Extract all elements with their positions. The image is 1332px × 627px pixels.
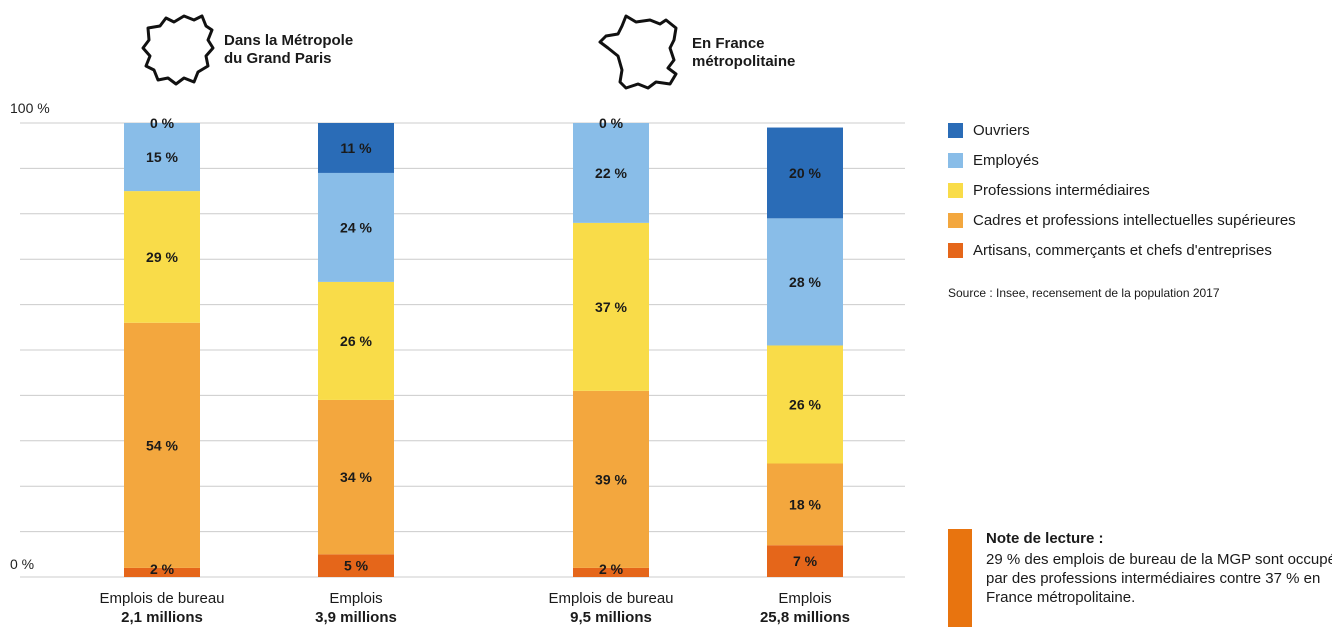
data-label: 54 % (146, 437, 178, 453)
bar-segment (318, 172, 394, 282)
reading-note: Note de lecture : 29 % des emplois de bu… (948, 526, 1332, 627)
note-title: Note de lecture : (986, 530, 1104, 547)
data-label: 20 % (789, 165, 821, 181)
bar-segment (767, 345, 843, 464)
legend-swatch (948, 182, 963, 198)
x-tick-label-count: 2,1 millions (121, 609, 203, 626)
group-title-line1: En France (692, 35, 765, 52)
bar-segment (124, 191, 200, 323)
data-label: 26 % (789, 396, 821, 412)
data-label: 11 % (340, 140, 372, 156)
y-tick-label: 100 % (10, 100, 50, 116)
bar-segment (318, 399, 394, 555)
grand-paris-map-icon (141, 14, 215, 86)
legend-swatch (948, 152, 963, 168)
data-label: 15 % (146, 149, 178, 165)
data-label: 39 % (595, 471, 627, 487)
group-title-line2: métropolitaine (692, 53, 796, 70)
x-tick-label: Emplois (329, 590, 382, 607)
legend-swatch (948, 122, 963, 138)
bar-segment (573, 123, 649, 223)
x-tick-label-count: 9,5 millions (570, 609, 652, 626)
data-label: 0 % (150, 115, 175, 131)
legend-swatch (948, 212, 963, 228)
group-header-grand-paris: Dans la Métropole du Grand Paris (140, 14, 374, 86)
data-label: 24 % (340, 219, 372, 235)
bar-segment (573, 567, 649, 577)
bars (124, 123, 843, 577)
bar-segment (767, 127, 843, 219)
bar-segment (767, 545, 843, 577)
data-label: 2 % (150, 561, 175, 577)
legend-label: Employés (973, 151, 1039, 169)
group-header-france: En France métropolitaine (596, 12, 842, 94)
legend-item-cadres: Cadres et professions intellectuelles su… (948, 210, 1296, 230)
bar-segment (318, 281, 394, 400)
legend-label: Professions intermédiaires (973, 181, 1150, 199)
data-label: 28 % (789, 274, 821, 290)
legend-label: Ouvriers (973, 121, 1030, 139)
x-tick-label: Emplois (778, 590, 831, 607)
bar-segment (318, 554, 394, 577)
x-tick-label: Emplois de bureau (548, 590, 673, 607)
group-title-line1: Dans la Métropole (224, 32, 354, 49)
france-map-icon (598, 14, 678, 90)
x-axis-labels: Emplois de bureau 2,1 millions Emplois 3,9 … (99, 590, 850, 626)
bar-segment (573, 222, 649, 391)
data-label: 22 % (595, 165, 627, 181)
bar-segment (318, 123, 394, 173)
bar-segment (573, 390, 649, 568)
x-tick-label-count: 25,8 millions (760, 609, 850, 626)
legend-label: Artisans, commerçants et chefs d'entrepr… (973, 241, 1272, 259)
note-text: 29 % des emplois de bureau de la MGP son… (986, 551, 1332, 606)
data-label: 7 % (793, 553, 818, 569)
legend-item-professions-intermediaires: Professions intermédiaires (948, 180, 1296, 200)
bar-segment (124, 123, 200, 192)
y-tick-label: 0 % (10, 556, 34, 572)
data-label: 29 % (146, 249, 178, 265)
bar-segment (767, 463, 843, 546)
note-accent-bar (948, 529, 972, 627)
stacked-bar-chart: 2 % 54 % 29 % 15 % 0 % 5 % 34 % 26 % 24 % 11 % 2 %… (10, 100, 905, 626)
y-axis-labels: 100 % 0 % (10, 100, 50, 572)
data-label: 34 % (340, 469, 372, 485)
data-label: 18 % (789, 496, 821, 512)
bar-segment (767, 218, 843, 346)
legend: Ouvriers Employés Professions intermédia… (948, 120, 1296, 270)
bar-segment (124, 322, 200, 568)
bar-segment (124, 567, 200, 577)
legend-swatch (948, 242, 963, 258)
x-tick-label-count: 3,9 millions (315, 609, 397, 626)
legend-item-ouvriers: Ouvriers (948, 120, 1296, 140)
data-label: 0 % (599, 115, 624, 131)
x-tick-label: Emplois de bureau (99, 590, 224, 607)
legend-label: Cadres et professions intellectuelles su… (973, 211, 1296, 229)
group-title-line2: du Grand Paris (224, 50, 332, 67)
segment-labels: 2 % 54 % 29 % 15 % 0 % 5 % 34 % 26 % 24 % 11 % 2 %… (146, 115, 821, 577)
data-label: 2 % (599, 561, 624, 577)
legend-item-employes: Employés (948, 150, 1296, 170)
data-label: 37 % (595, 299, 627, 315)
source-note: Source : Insee, recensement de la popula… (948, 286, 1220, 300)
data-label: 5 % (344, 558, 369, 574)
data-label: 26 % (340, 333, 372, 349)
legend-item-artisans: Artisans, commerçants et chefs d'entrepr… (948, 240, 1296, 260)
